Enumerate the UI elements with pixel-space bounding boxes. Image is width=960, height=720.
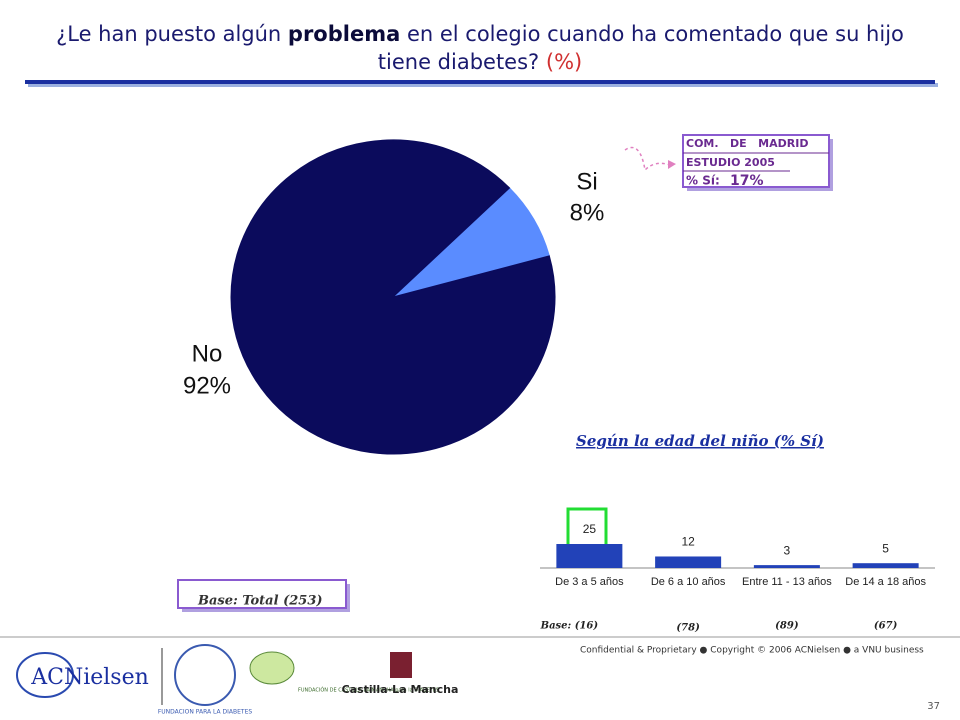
- bar-value-label: 5: [882, 541, 889, 555]
- bar-value-label: 12: [681, 535, 695, 549]
- box-label: % Sí:: [686, 174, 720, 188]
- logo-fundacion: FUNDACION PARA LA DIABETES: [158, 709, 253, 716]
- slice-label: Si: [576, 168, 597, 195]
- base-label: (89): [775, 621, 799, 632]
- box-text: ESTUDIO 2005: [686, 156, 775, 169]
- logo-mark: [16, 652, 74, 698]
- madrid-box: [682, 134, 830, 188]
- logo-leaf: [249, 651, 295, 685]
- base-label: (78): [676, 623, 700, 634]
- title-unit: (%): [546, 50, 582, 74]
- bar: [753, 565, 820, 568]
- title-line2: tiene diabetes? (%): [378, 50, 582, 74]
- x-tick-label: De 6 a 10 años: [651, 576, 726, 588]
- footer-text: Confidential & Proprietary ● Copyright ©…: [580, 646, 924, 656]
- slice-value-label: 92%: [183, 372, 231, 399]
- bar-value-label: 25: [583, 522, 597, 536]
- box-value: 17%: [730, 173, 764, 189]
- title-text: en el colegio cuando ha comentado que su…: [400, 22, 904, 46]
- title-text: tiene diabetes?: [378, 50, 539, 74]
- bar: [556, 544, 623, 568]
- base-label: Base: (16): [540, 621, 599, 632]
- x-tick-label: De 14 a 18 años: [845, 576, 926, 588]
- logo-fclm: FUNDACIÓN DE CASTILLA-LA MANCHA para la …: [298, 687, 439, 694]
- bar: [852, 563, 919, 568]
- base-box: [177, 579, 347, 609]
- x-tick-label: Entre 11 - 13 años: [742, 576, 832, 588]
- logo-circle: [174, 644, 236, 706]
- base-total: Base: Total (253): [197, 594, 323, 609]
- bar-value-label: 3: [784, 543, 791, 557]
- slice-value-label: 8%: [570, 199, 605, 226]
- pie-slice: [230, 139, 556, 455]
- base-label: (67): [874, 621, 898, 632]
- bar: [655, 556, 722, 568]
- slice-label: No: [192, 340, 223, 367]
- arrow: [624, 146, 671, 172]
- logo-clm: Castilla-La Mancha: [342, 683, 459, 696]
- x-tick-label: De 3 a 5 años: [555, 576, 624, 588]
- logo-acnielsen: ACNielsen: [30, 665, 149, 690]
- box-text: COM. DE MADRID: [686, 137, 808, 150]
- title-line1: ¿Le han puesto algún problema en el cole…: [56, 22, 904, 46]
- title-text: ¿Le han puesto algún: [56, 22, 288, 46]
- bar-title: Según la edad del niño (% Sí): [576, 432, 824, 450]
- title-bold: problema: [288, 22, 400, 46]
- page-number: 37: [927, 701, 940, 712]
- arrow-head: [668, 160, 676, 169]
- logo-crest: [390, 652, 412, 678]
